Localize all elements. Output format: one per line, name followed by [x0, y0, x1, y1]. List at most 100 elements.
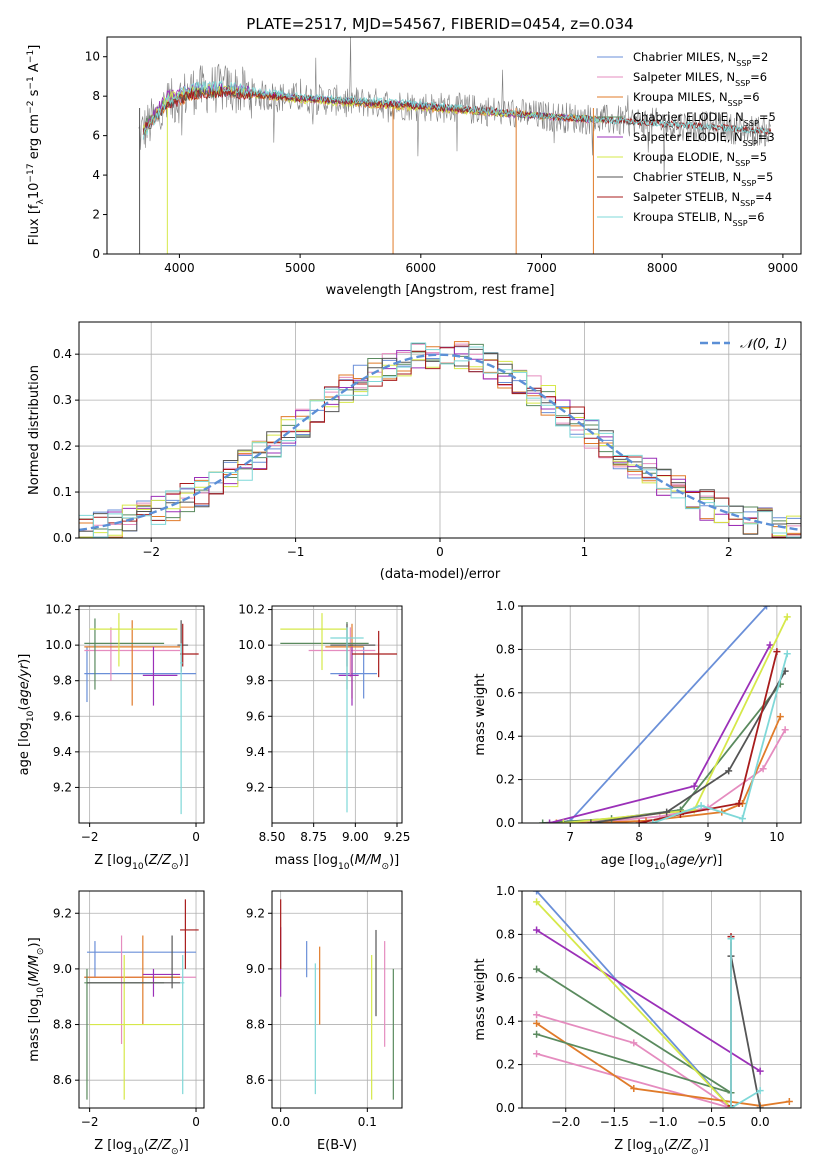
legend-label: Salpeter STELIB, NSSP=4 [633, 190, 772, 208]
y-tick-label: 9.4 [53, 745, 72, 759]
y-tick-label: 0.4 [496, 1014, 515, 1028]
spectrum-line [142, 87, 772, 135]
y-tick-label: 10.2 [238, 603, 265, 617]
legend-label: Chabrier ELODIE, NSSP=5 [633, 110, 776, 128]
y-tick-label: 0.0 [496, 816, 515, 830]
weight-point-marker [785, 1097, 793, 1105]
mass-vs-EBV-axes [272, 891, 402, 1108]
weight-series-line [536, 1013, 732, 1108]
y-tick-label: 0.2 [496, 773, 515, 787]
mass-vs-Z-xlabel: Z [log10(Z/Z⊙)] [94, 1138, 189, 1157]
y-tick-label: 9.2 [246, 906, 265, 920]
legend-label: Chabrier MILES, NSSP=2 [633, 50, 768, 68]
y-tick-label: 1.0 [496, 599, 515, 613]
weight-point-marker [727, 935, 735, 943]
mass-vs-EBV-plot [280, 899, 394, 1100]
weight-vs-Z-xlabel: Z [log10(Z/Z⊙)] [614, 1138, 709, 1157]
x-tick-label: 8000 [647, 261, 678, 275]
y-tick-label: 0.3 [53, 393, 72, 407]
weight-point-marker [735, 799, 743, 807]
weight-vs-age-ylabel: mass weight [473, 673, 488, 755]
x-tick-label: −2.0 [551, 1115, 580, 1129]
y-tick-label: 0.4 [496, 729, 515, 743]
weight-series-line [556, 716, 782, 823]
weight-point-marker [690, 782, 698, 790]
gaussian-curve [79, 353, 801, 532]
weight-vs-age-plot [539, 606, 791, 823]
age-vs-Z-axes [79, 606, 204, 823]
x-tick-label: 8.75 [300, 830, 327, 844]
mass-vs-Z-frame [78, 890, 205, 1109]
weight-point-marker [630, 1084, 638, 1092]
age-vs-Z-xlabel: Z [log10(Z/Z⊙)] [94, 853, 189, 872]
x-tick-label: 2 [725, 545, 733, 559]
weight-point-marker [533, 926, 541, 934]
weight-point-marker [756, 1104, 764, 1108]
x-tick-label: 0 [192, 1115, 200, 1129]
weight-series-line [536, 929, 761, 1072]
weight-point-marker [539, 819, 547, 823]
y-tick-label: 10.0 [45, 638, 72, 652]
y-tick-label: 4 [92, 168, 100, 182]
legend-label: Kroupa ELODIE, NSSP=5 [633, 150, 767, 168]
y-tick-label: 2 [92, 208, 100, 222]
y-tick-label: 8.8 [53, 1018, 72, 1032]
y-tick-label: 0.6 [496, 686, 515, 700]
weight-point-marker [727, 1104, 735, 1108]
y-tick-label: 10 [85, 50, 100, 64]
weight-series-line [536, 1022, 790, 1107]
x-tick-label: −2 [81, 830, 99, 844]
mass-vs-EBV-xlabel: E(B-V) [317, 1138, 357, 1153]
weight-point-marker [776, 713, 784, 721]
weight-series-line [569, 606, 768, 822]
weight-point-marker [738, 815, 746, 823]
legend-label: Chabrier STELIB, NSSP=5 [633, 170, 773, 188]
x-tick-label: 0.0 [751, 1115, 770, 1129]
spectrum-line [142, 79, 772, 140]
spectrum-title: PLATE=2517, MJD=54567, FIBERID=0454, z=0… [246, 15, 633, 33]
x-tick-label: 5000 [285, 261, 316, 275]
legend-label: 𝒩(0, 1) [740, 337, 787, 352]
weight-point-marker [763, 606, 771, 610]
y-tick-label: 9.2 [53, 780, 72, 794]
weight-point-marker [783, 613, 791, 621]
weight-point-marker [635, 819, 643, 823]
weight-series-line [549, 644, 771, 823]
y-tick-label: 8.6 [246, 1073, 265, 1087]
weight-point-marker [559, 819, 567, 823]
y-tick-label: 8.6 [53, 1073, 72, 1087]
y-tick-label: 9.8 [246, 674, 265, 688]
x-tick-label: 7 [566, 830, 574, 844]
weight-point-marker [663, 808, 671, 816]
y-tick-label: 9.0 [53, 962, 72, 976]
weight-vs-Z-ylabel: mass weight [473, 958, 488, 1040]
y-tick-label: 9.6 [53, 709, 72, 723]
weight-point-marker [546, 819, 554, 823]
x-tick-label: 9.25 [384, 830, 411, 844]
weight-point-marker [533, 1019, 541, 1027]
weight-vs-age-frame [521, 605, 802, 824]
y-tick-label: 9.2 [246, 780, 265, 794]
y-tick-label: 1.0 [496, 884, 515, 898]
y-tick-label: 9.4 [246, 745, 265, 759]
age-vs-Z-frame [78, 605, 205, 824]
residuals-xlabel: (data-model)/error [380, 567, 501, 582]
weight-series-line [535, 901, 732, 1108]
residuals-plot [79, 341, 801, 538]
spectrum-line [142, 84, 603, 134]
weight-point-marker [766, 641, 774, 649]
x-tick-label: 8.50 [259, 830, 286, 844]
weight-series-line [590, 670, 786, 823]
y-tick-label: 0.2 [496, 1058, 515, 1072]
x-tick-label: 4000 [164, 261, 195, 275]
x-tick-label: −0.5 [697, 1115, 726, 1129]
x-tick-label: 9000 [768, 261, 799, 275]
y-tick-label: 0.6 [496, 971, 515, 985]
y-tick-label: 9.0 [246, 962, 265, 976]
weight-point-marker [587, 819, 595, 823]
y-tick-label: 0 [92, 247, 100, 261]
x-tick-label: 7000 [526, 261, 557, 275]
x-tick-label: 9 [704, 830, 712, 844]
x-tick-label: 0 [192, 830, 200, 844]
